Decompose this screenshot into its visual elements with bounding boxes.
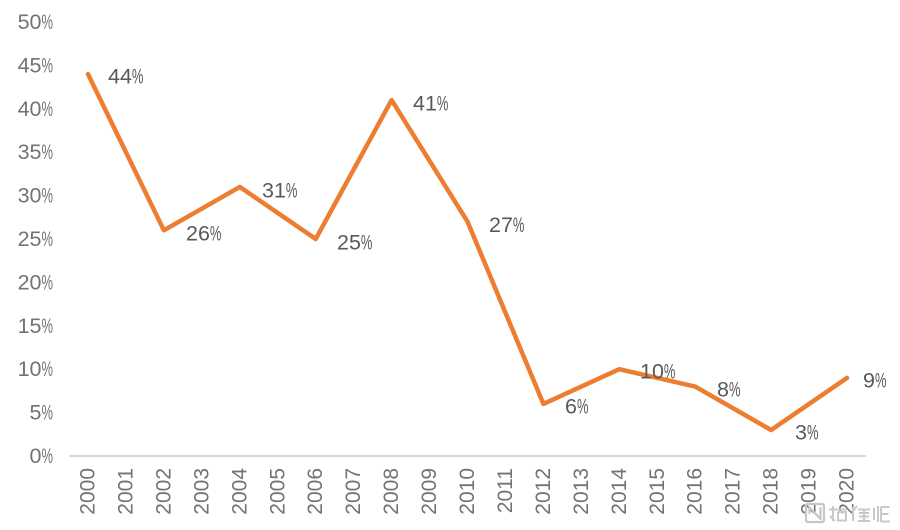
svg-text:2006: 2006 [304,468,327,515]
svg-text:45%: 45% [18,53,53,77]
svg-text:10%: 10% [640,360,675,384]
svg-text:2000: 2000 [77,468,100,515]
svg-text:40%: 40% [18,97,53,121]
svg-text:2009: 2009 [418,468,441,515]
svg-text:27%: 27% [489,213,524,237]
svg-text:50%: 50% [18,10,53,34]
svg-text:2018: 2018 [760,468,783,515]
svg-text:30%: 30% [18,184,53,208]
svg-text:5%: 5% [30,401,53,425]
svg-text:2007: 2007 [342,468,365,515]
svg-text:0%: 0% [30,444,53,468]
svg-text:8%: 8% [717,378,740,402]
svg-text:2020: 2020 [836,468,859,515]
svg-text:2004: 2004 [228,468,251,515]
svg-text:2005: 2005 [266,468,289,515]
svg-text:2011: 2011 [494,468,517,513]
svg-text:41%: 41% [413,92,448,116]
svg-text:25%: 25% [337,231,372,255]
svg-text:20%: 20% [18,270,53,294]
svg-text:2016: 2016 [684,468,707,515]
svg-text:44%: 44% [108,65,143,89]
svg-text:2017: 2017 [722,468,745,515]
svg-text:6%: 6% [565,395,588,419]
svg-text:9%: 9% [863,369,886,393]
svg-text:2013: 2013 [570,468,593,515]
svg-text:2003: 2003 [190,468,213,515]
svg-text:2008: 2008 [380,468,403,515]
svg-text:2012: 2012 [532,468,555,515]
svg-text:26%: 26% [186,222,221,246]
svg-text:15%: 15% [18,314,53,338]
svg-text:3%: 3% [795,421,818,445]
svg-text:2010: 2010 [456,468,479,515]
svg-text:2015: 2015 [646,468,669,515]
svg-text:2002: 2002 [152,468,175,515]
svg-text:35%: 35% [18,140,53,164]
svg-text:2014: 2014 [608,468,631,515]
svg-text:10%: 10% [18,357,53,381]
svg-text:2001: 2001 [114,468,137,515]
svg-text:25%: 25% [18,227,53,251]
svg-text:31%: 31% [262,179,297,203]
